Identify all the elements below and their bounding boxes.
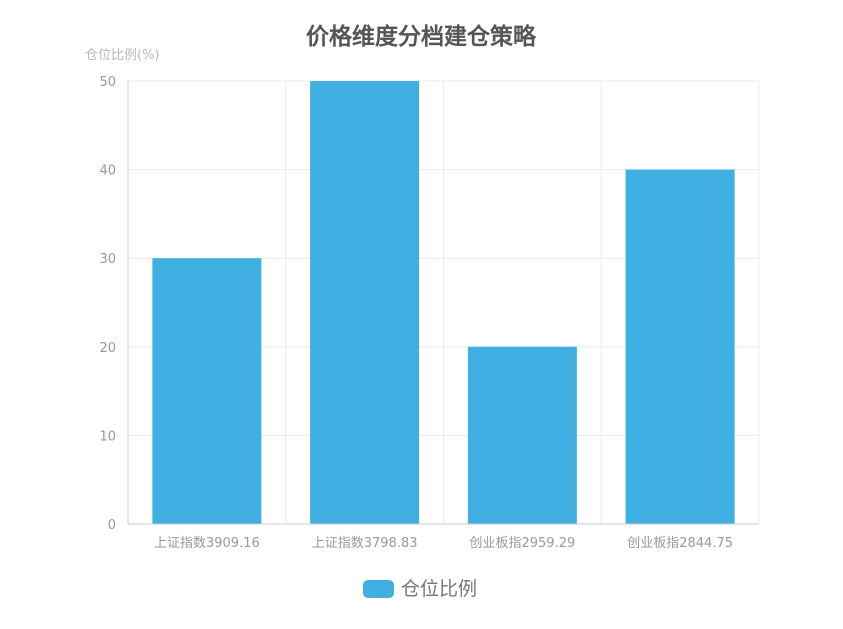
axes — [127, 81, 759, 525]
y-tick-label: 50 — [99, 75, 116, 90]
y-tick-label: 30 — [99, 252, 116, 267]
y-tick-labels: 0 10 20 30 40 50 — [99, 75, 116, 533]
bar — [152, 258, 262, 524]
x-tick-label: 创业板指2959.29 — [469, 536, 575, 551]
legend-label: 仓位比例 — [401, 578, 477, 600]
legend[interactable]: 仓位比例 — [363, 578, 477, 600]
x-tick-label: 创业板指2844.75 — [627, 536, 733, 551]
y-tick-label: 40 — [99, 164, 116, 179]
bars — [152, 81, 735, 524]
bar — [467, 346, 577, 524]
chart-title: 价格维度分档建仓策略 — [306, 23, 537, 50]
legend-swatch — [363, 580, 394, 598]
x-tick-label: 上证指数3798.83 — [312, 536, 418, 551]
bar — [625, 169, 735, 524]
y-axis-title: 仓位比例(%) — [85, 48, 160, 63]
y-tick-label: 0 — [108, 518, 116, 533]
x-tick-label: 上证指数3909.16 — [154, 536, 260, 551]
y-tick-label: 20 — [99, 341, 116, 356]
y-tick-label: 10 — [99, 429, 116, 444]
bar — [310, 81, 420, 524]
x-tick-labels: 上证指数3909.16 上证指数3798.83 创业板指2959.29 创业板指284… — [154, 536, 733, 551]
